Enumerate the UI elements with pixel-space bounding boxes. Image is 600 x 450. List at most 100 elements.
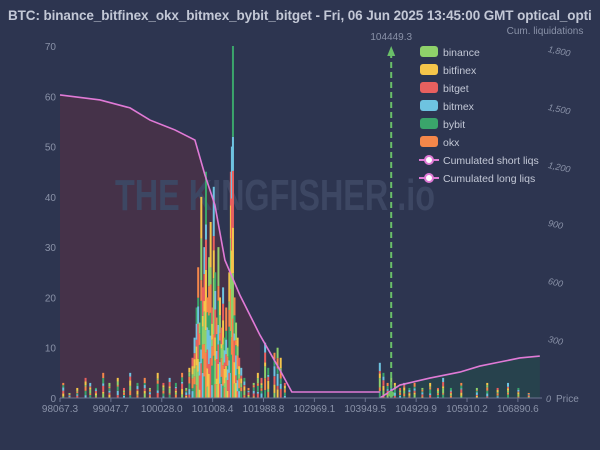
bar-segment-binance — [218, 315, 221, 334]
bar-segment-bitmex — [264, 342, 267, 353]
y-tick-label: 20 — [45, 293, 57, 304]
bar-segment-okx — [403, 393, 406, 397]
bar-segment-bybit — [413, 386, 416, 389]
bar-segment-bitfinex — [209, 222, 212, 268]
bar-segment-okx — [193, 376, 196, 385]
bar-segment-bitfinex — [228, 272, 231, 302]
bar-segment-bitget — [403, 385, 406, 388]
bar-segment-bitfinex — [486, 382, 489, 386]
bar-segment-bitfinex — [62, 393, 65, 397]
bar-segment-bitget — [214, 309, 217, 338]
bar-segment-bybit — [449, 387, 452, 391]
bar-segment-bybit — [475, 390, 478, 393]
bar-segment-bitfinex — [238, 366, 241, 375]
bar-segment-okx — [195, 385, 198, 398]
bar-segment-bitmex — [122, 395, 125, 398]
bar-segment-bitfinex — [89, 387, 92, 390]
bar-segment-binance — [260, 385, 263, 389]
y-tick-label: 40 — [45, 193, 57, 204]
legend-swatch-bybit — [420, 118, 438, 129]
bar-segment-bitfinex — [496, 390, 499, 393]
bar-segment-binance — [211, 339, 214, 347]
bar-segment-bitget — [208, 364, 211, 374]
bar-segment-bitfinex — [273, 384, 276, 393]
bar-segment-bitget — [475, 394, 478, 396]
bar-segment-bybit — [386, 386, 389, 390]
legend-swatch-bitfinex — [420, 64, 438, 75]
bar-segment-okx — [475, 390, 478, 391]
bar-segment-bybit — [222, 385, 225, 398]
bar-segment-bybit — [220, 376, 223, 384]
bar-segment-binance — [181, 394, 184, 398]
bar-segment-bitmex — [209, 335, 212, 359]
current-price-label: 104449.3 — [370, 32, 412, 43]
bar-segment-bitfinex — [197, 358, 200, 372]
bar-segment-binance — [198, 322, 201, 334]
bar-segment-bitfinex — [382, 385, 385, 391]
bar-segment-okx — [507, 392, 510, 395]
bar-segment-bitget — [168, 382, 171, 387]
bar-segment-bitget — [211, 307, 214, 324]
bar-segment-bybit — [399, 394, 402, 396]
bar-segment-bitmex — [279, 383, 282, 389]
bar-segment-okx — [209, 284, 212, 313]
bar-segment-binance — [228, 301, 231, 310]
bar-segment-okx — [260, 388, 263, 391]
bar-segment-bitfinex — [129, 380, 132, 386]
bar-segment-binance — [136, 394, 139, 396]
bar-segment-bitget — [378, 371, 381, 374]
bar-segment-binance — [403, 390, 406, 394]
bar-segment-bitget — [223, 362, 226, 369]
bar-segment-okx — [94, 396, 97, 398]
bar-segment-binance — [225, 377, 228, 398]
bar-segment-bitget — [197, 323, 200, 359]
bar-segment-okx — [143, 377, 146, 384]
bar-segment-okx — [102, 372, 105, 379]
bar-segment-bitmex — [206, 327, 209, 350]
bar-segment-bybit — [156, 383, 159, 391]
bar-segment-bitfinex — [475, 395, 478, 398]
bar-segment-bitget — [181, 383, 184, 390]
bar-segment-binance — [206, 386, 209, 398]
bar-segment-bitfinex — [386, 394, 389, 396]
bar-segment-bitfinex — [122, 390, 125, 391]
y-right-tick-label: 900 — [547, 218, 564, 231]
bar-segment-bitget — [94, 390, 97, 394]
bar-segment-bybit — [102, 378, 105, 384]
bar-segment-bitmex — [222, 287, 225, 304]
bar-segment-bitget — [235, 375, 238, 383]
bar-segment-binance — [108, 382, 111, 387]
bar-segment-binance — [201, 326, 204, 345]
bar-segment-binance — [203, 311, 206, 345]
bar-segment-bitget — [188, 394, 191, 398]
bar-segment-bitget — [238, 357, 241, 367]
bar-segment-bitget — [225, 354, 228, 366]
bar-segment-bitmex — [223, 350, 226, 363]
bar-segment-bitget — [442, 382, 445, 387]
bar-segment-okx — [276, 358, 279, 369]
bar-segment-bitget — [136, 389, 139, 391]
bar-segment-binance — [408, 395, 411, 397]
bar-segment-binance — [195, 365, 198, 386]
bar-segment-bitfinex — [212, 250, 215, 279]
bar-segment-bybit — [122, 394, 125, 396]
bar-segment-bitget — [399, 387, 402, 391]
bar-segment-okx — [116, 385, 119, 387]
x-tick-label: 104929.9 — [395, 404, 437, 415]
bar-segment-bybit — [62, 385, 65, 388]
bar-segment-bitget — [252, 393, 255, 397]
bar-segment-okx — [267, 391, 270, 398]
bar-segment-bitfinex — [517, 392, 520, 395]
legend-item-label: bybit — [443, 119, 465, 131]
bar-segment-bitget — [408, 392, 411, 394]
bar-segment-bitfinex — [283, 385, 286, 389]
bar-segment-binance — [220, 348, 223, 359]
legend-item-label: bitfinex — [443, 65, 477, 77]
bar-segment-bitget — [233, 340, 236, 363]
bar-segment-okx — [386, 382, 389, 387]
bar-segment-okx — [256, 383, 259, 386]
bar-segment-bybit — [273, 359, 276, 367]
bar-segment-bybit — [209, 312, 212, 336]
bar-segment-binance — [236, 346, 239, 356]
bar-segment-bitfinex — [408, 393, 411, 396]
